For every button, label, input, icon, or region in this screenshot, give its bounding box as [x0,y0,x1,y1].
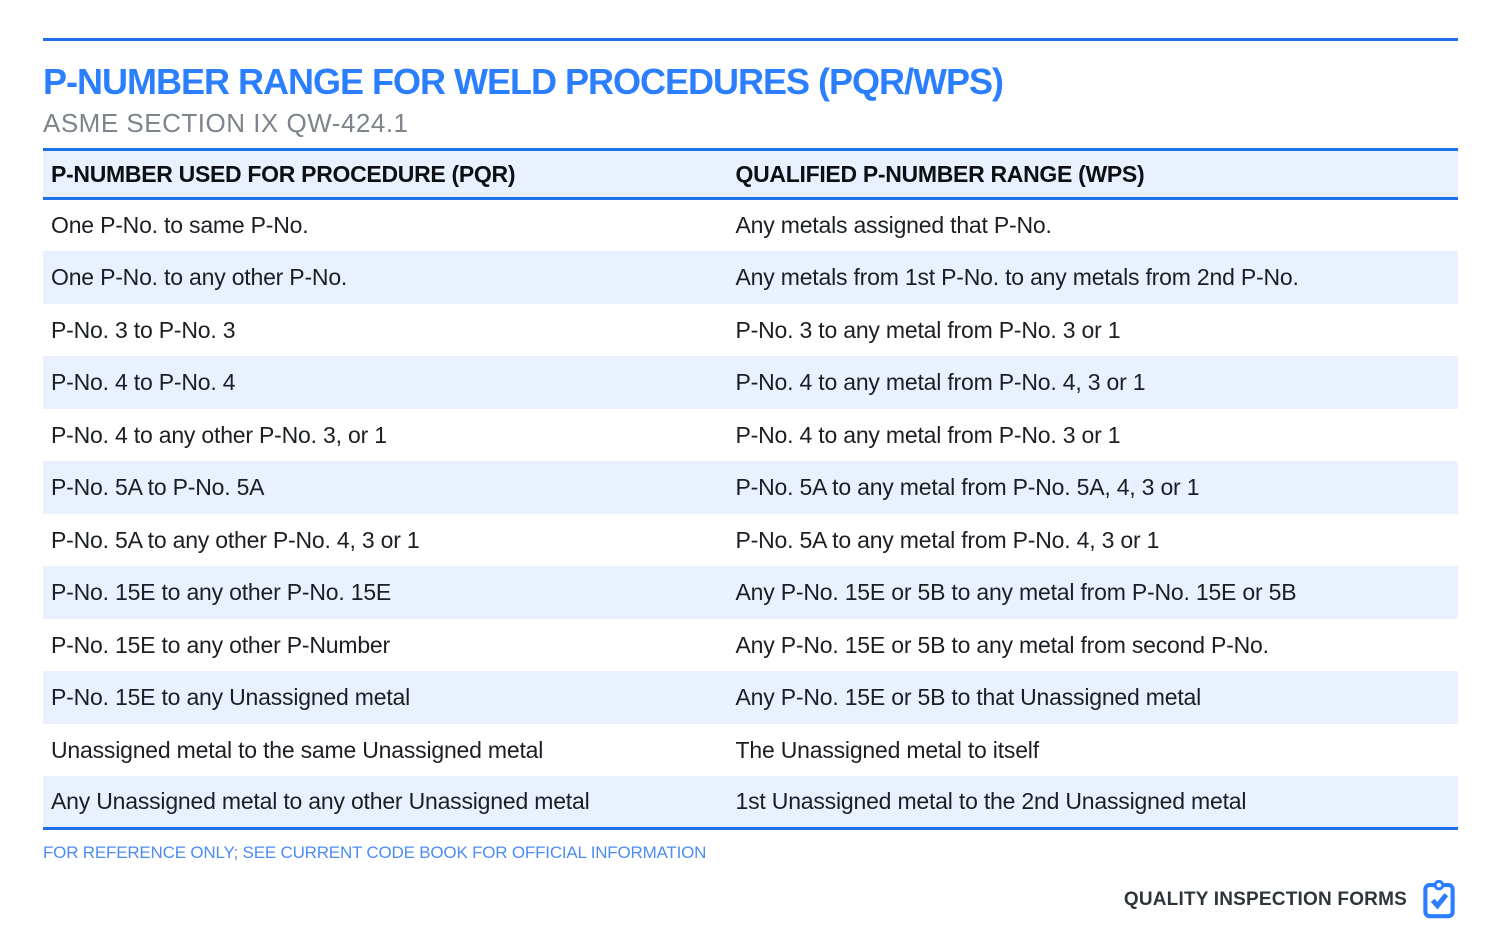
cell-wps: Any P-No. 15E or 5B to any metal from P-… [735,579,1297,606]
brand-footer: QUALITY INSPECTION FORMS [43,879,1458,921]
table-row: One P-No. to any other P-No. Any metals f… [43,251,1458,304]
cell-wps: The Unassigned metal to itself [735,736,1040,763]
cell-wps: P-No. 4 to any metal from P-No. 4, 3 or … [735,369,1146,396]
cell-pqr: P-No. 4 to P-No. 4 [51,369,236,396]
table-row: P-No. 5A to any other P-No. 4, 3 or 1 P-N… [43,514,1458,567]
cell-pqr: Unassigned metal to the same Unassigned … [51,736,544,763]
brand-name: QUALITY INSPECTION FORMS [1123,889,1407,911]
table-row: P-No. 3 to P-No. 3 P-No. 3 to any metal f… [43,304,1458,357]
cell-wps: Any metals from 1st P-No. to any metals … [735,264,1299,291]
table-row: P-No. 15E to any other P-No. 15E Any P-No… [43,566,1458,619]
table-row: P-No. 4 to any other P-No. 3, or 1 P-No. … [43,409,1458,462]
reference-note: FOR REFERENCE ONLY; SEE CURRENT CODE BOO… [43,843,707,863]
cell-wps: Any P-No. 15E or 5B to any metal from se… [735,631,1269,658]
column-header-wps: QUALIFIED P-NUMBER RANGE (WPS) [733,149,1458,201]
reference-card: P-NUMBER RANGE FOR WELD PROCEDURES (PQR/… [0,38,1500,921]
page-title: P-NUMBER RANGE FOR WELD PROCEDURES (PQR/… [43,61,1004,102]
table-row: P-No. 5A to P-No. 5A P-No. 5A to any meta… [43,461,1458,514]
clipboard-check-icon [1420,879,1458,921]
cell-wps: Any P-No. 15E or 5B to that Unassigned m… [735,684,1202,711]
table-row: P-No. 15E to any other P-Number Any P-No.… [43,619,1458,672]
cell-wps: Any metals assigned that P-No. [735,212,1052,239]
cell-pqr: P-No. 3 to P-No. 3 [51,316,236,343]
cell-pqr: P-No. 15E to any other P-No. 15E [51,579,392,606]
cell-pqr: P-No. 5A to P-No. 5A [51,474,265,501]
cell-pqr: One P-No. to same P-No. [51,212,309,239]
cell-wps: P-No. 3 to any metal from P-No. 3 or 1 [735,316,1121,343]
table-row: P-No. 15E to any Unassigned metal Any P-N… [43,671,1458,724]
table-row: P-No. 4 to P-No. 4 P-No. 4 to any metal f… [43,356,1458,409]
cell-wps: P-No. 5A to any metal from P-No. 4, 3 or… [735,526,1160,553]
column-header-pqr: P-NUMBER USED FOR PROCEDURE (PQR) [43,149,734,201]
table-row: Any Unassigned metal to any other Unassi… [43,776,1458,829]
cell-wps: 1st Unassigned metal to the 2nd Unassign… [735,788,1247,815]
table-row: Unassigned metal to the same Unassigned … [43,724,1458,777]
table-row: One P-No. to same P-No. Any metals assign… [43,199,1458,252]
cell-pqr: Any Unassigned metal to any other Unassi… [51,788,590,815]
cell-pqr: P-No. 4 to any other P-No. 3, or 1 [51,421,387,448]
top-divider [43,38,1458,41]
cell-wps: P-No. 5A to any metal from P-No. 5A, 4, … [735,474,1200,501]
page-subtitle: ASME SECTION IX QW-424.1 [43,108,409,139]
cell-pqr: P-No. 15E to any other P-Number [51,631,390,658]
cell-pqr: P-No. 5A to any other P-No. 4, 3 or 1 [51,526,420,553]
pnumber-range-table: P-NUMBER USED FOR PROCEDURE (PQR) QUALIF… [43,148,1458,831]
cell-wps: P-No. 4 to any metal from P-No. 3 or 1 [735,421,1121,448]
cell-pqr: P-No. 15E to any Unassigned metal [51,684,411,711]
table-header-row: P-NUMBER USED FOR PROCEDURE (PQR) QUALIF… [43,149,1458,201]
cell-pqr: One P-No. to any other P-No. [51,264,348,291]
